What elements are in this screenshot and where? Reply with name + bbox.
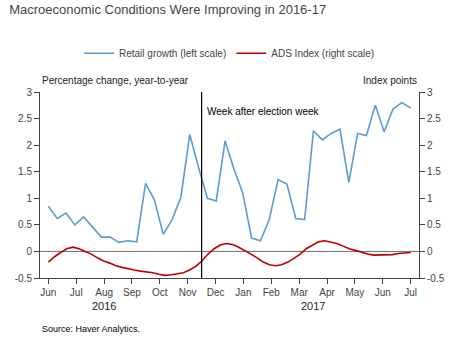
svg-text:Jun: Jun — [375, 287, 391, 298]
svg-text:Macroeconomic Conditions Were: Macroeconomic Conditions Were Improving … — [9, 2, 326, 17]
svg-text:0.5: 0.5 — [18, 219, 32, 230]
svg-text:1: 1 — [427, 193, 433, 204]
svg-text:-0.5: -0.5 — [15, 273, 33, 284]
svg-text:Dec: Dec — [207, 287, 225, 298]
svg-text:Jul: Jul — [404, 287, 417, 298]
svg-text:Oct: Oct — [152, 287, 168, 298]
svg-text:Feb: Feb — [263, 287, 281, 298]
svg-text:Percentage change, year-to-yea: Percentage change, year-to-year — [42, 75, 189, 86]
svg-text:2017: 2017 — [301, 300, 325, 312]
svg-text:Mar: Mar — [291, 287, 309, 298]
svg-text:Nov: Nov — [179, 287, 197, 298]
svg-text:2.5: 2.5 — [18, 113, 32, 124]
svg-text:Index points: Index points — [363, 75, 417, 86]
svg-text:May: May — [345, 287, 364, 298]
svg-text:1.5: 1.5 — [18, 166, 32, 177]
svg-text:Apr: Apr — [319, 287, 335, 298]
svg-text:Sep: Sep — [123, 287, 141, 298]
svg-text:2: 2 — [26, 140, 32, 151]
svg-text:ADS Index (right scale): ADS Index (right scale) — [271, 48, 374, 59]
svg-text:2.5: 2.5 — [427, 113, 441, 124]
svg-text:Retail growth (left scale): Retail growth (left scale) — [119, 48, 226, 59]
svg-text:2: 2 — [427, 140, 433, 151]
svg-text:Jul: Jul — [70, 287, 83, 298]
svg-text:Source: Haver Analytics.: Source: Haver Analytics. — [42, 324, 140, 334]
svg-text:2016: 2016 — [92, 300, 116, 312]
svg-text:0: 0 — [427, 246, 433, 257]
svg-text:1.5: 1.5 — [427, 166, 441, 177]
svg-text:1: 1 — [26, 193, 32, 204]
svg-text:-0.5: -0.5 — [427, 273, 445, 284]
svg-text:0: 0 — [26, 246, 32, 257]
svg-text:Aug: Aug — [95, 287, 113, 298]
svg-text:3: 3 — [427, 87, 433, 98]
svg-text:Week after election week: Week after election week — [207, 106, 320, 117]
svg-text:0.5: 0.5 — [427, 219, 441, 230]
svg-text:Jan: Jan — [235, 287, 251, 298]
svg-text:Jun: Jun — [40, 287, 56, 298]
svg-text:3: 3 — [26, 87, 32, 98]
